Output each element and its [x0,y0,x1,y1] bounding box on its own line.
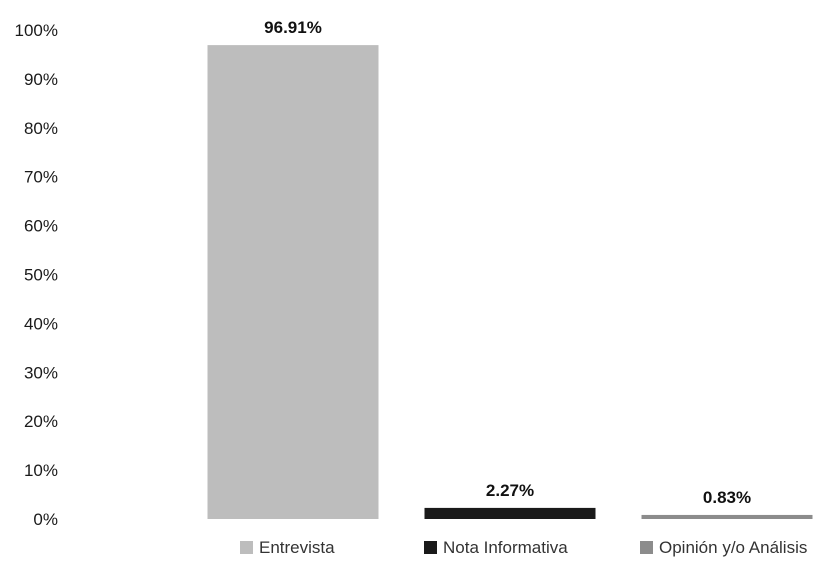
y-tick-label: 70% [24,168,58,187]
y-tick-label: 80% [24,119,58,138]
legend-label: Nota Informativa [443,538,568,557]
y-tick-label: 90% [24,70,58,89]
legend-swatch [424,541,437,554]
bars [207,45,813,519]
legend-label: Entrevista [259,538,335,557]
y-tick-label: 60% [24,217,58,236]
legend-item: Opinión y/o Análisis [640,538,807,557]
y-tick-label: 0% [33,510,58,529]
data-label: 96.91% [264,18,322,37]
data-label: 0.83% [703,488,751,507]
y-tick-label: 40% [24,314,58,333]
legend-label: Opinión y/o Análisis [659,538,807,557]
y-tick-label: 20% [24,412,58,431]
y-tick-label: 10% [24,461,58,480]
y-tick-label: 100% [15,21,58,40]
legend-swatch [640,541,653,554]
legend-item: Nota Informativa [424,538,568,557]
bar [424,507,596,519]
data-label: 2.27% [486,481,534,500]
y-axis: 0% 10% 20% 30% 40% 50% 60% 70% 80% 90% 100% [15,21,58,529]
y-tick-label: 30% [24,363,58,382]
legend-item: Entrevista [240,538,335,557]
data-labels: 96.91% 2.27% 0.83% [264,18,751,507]
bar [641,514,813,519]
bar [207,45,379,519]
legend-swatch [240,541,253,554]
legend: Entrevista Nota Informativa Opinión y/o An… [240,538,807,557]
y-tick-label: 50% [24,266,58,285]
